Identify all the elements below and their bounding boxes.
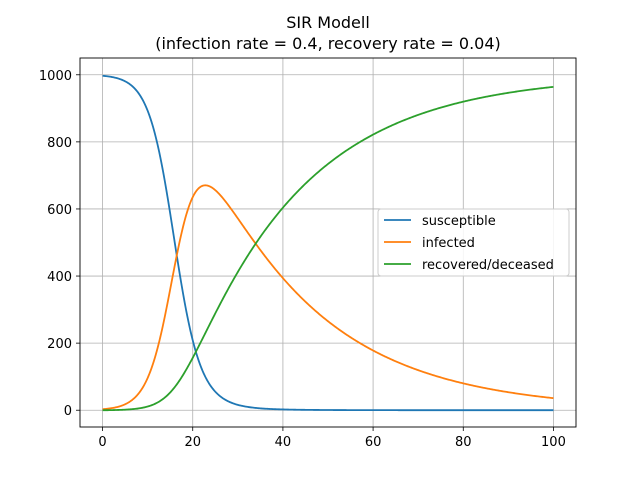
x-tick-label: 60 <box>365 435 382 450</box>
legend-label: infected <box>422 236 475 251</box>
y-tick-label: 600 <box>47 203 72 218</box>
y-tick-label: 1000 <box>39 69 72 84</box>
chart-title-line1: SIR Modell <box>286 13 370 32</box>
series-line-recovered-deceased <box>102 85 554 412</box>
series-line-infected <box>102 184 554 411</box>
y-tick-label: 0 <box>64 404 72 419</box>
x-tick-label: 0 <box>98 435 106 450</box>
y-tick-label: 800 <box>47 136 72 151</box>
legend-box <box>377 208 570 277</box>
y-tick-label: 400 <box>47 270 72 285</box>
x-tick-label: 80 <box>455 435 472 450</box>
x-tick-label: 100 <box>541 435 566 450</box>
y-tick-label: 200 <box>47 337 72 352</box>
chart-title-line2: (infection rate = 0.4, recovery rate = 0… <box>155 34 501 53</box>
series-line-susceptible <box>102 74 554 412</box>
x-tick-label: 40 <box>275 435 292 450</box>
series-lines <box>102 74 554 412</box>
plot-frame <box>79 57 577 428</box>
legend-label: recovered/deceased <box>422 258 554 273</box>
legend: susceptible infected recovered/deceased <box>377 208 570 277</box>
legend-label: susceptible <box>422 214 496 229</box>
x-tick-label: 20 <box>184 435 201 450</box>
